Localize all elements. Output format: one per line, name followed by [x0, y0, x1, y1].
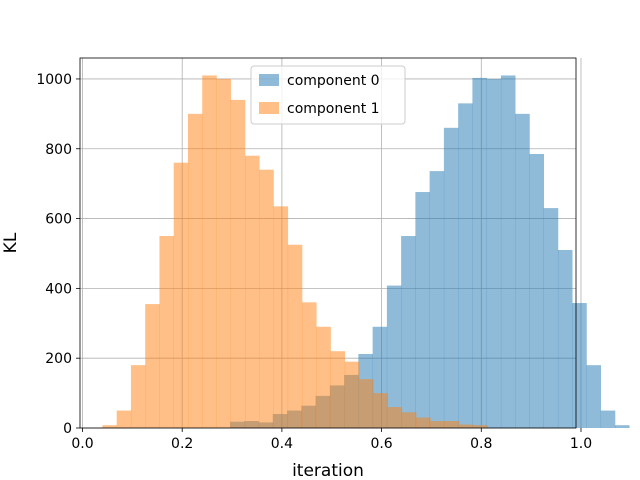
histogram-bar [401, 236, 416, 428]
histogram-bar [458, 424, 474, 428]
legend-label: component 1 [287, 101, 380, 117]
histogram-bar [373, 393, 388, 428]
legend-swatch [259, 74, 279, 86]
histogram-bar [386, 285, 402, 428]
histogram-bar [600, 410, 616, 428]
histogram-bar [302, 302, 317, 428]
histogram-bar [529, 153, 544, 428]
y-tick-label: 800 [45, 142, 72, 158]
histogram-bar [130, 365, 146, 428]
legend-label: component 0 [287, 73, 380, 89]
y-tick-label: 600 [45, 212, 72, 228]
histogram-bar [429, 171, 445, 428]
histogram-bar [473, 425, 488, 428]
histogram-bar [430, 421, 445, 428]
histogram-bar [543, 208, 559, 428]
histogram-bar [557, 249, 573, 428]
histogram-bar [145, 304, 160, 428]
histogram-bar [444, 421, 460, 428]
legend-item-1: component 1 [259, 101, 380, 117]
x-tick-label: 0.0 [71, 436, 93, 452]
x-tick-label: 0.6 [370, 436, 392, 452]
x-tick-label: 0.8 [470, 436, 492, 452]
y-axis-label: KL [1, 232, 21, 253]
histogram-bar [415, 192, 430, 428]
histogram-bar [187, 113, 203, 428]
histogram-bar [472, 77, 487, 428]
x-tick-label: 0.4 [271, 436, 293, 452]
histogram-bar [287, 244, 303, 428]
x-tick-label: 1.0 [570, 436, 592, 452]
histogram-bar [443, 127, 459, 429]
histogram-bar [116, 410, 132, 428]
histogram-bar [344, 361, 360, 428]
histogram-bar [259, 169, 274, 428]
y-tick-label: 200 [45, 351, 72, 367]
y-tick-label: 1000 [36, 72, 72, 88]
legend: component 0 component 1 [250, 65, 406, 125]
histogram-bars [102, 75, 630, 429]
histogram-bar [486, 78, 502, 429]
histogram-bar [330, 351, 346, 428]
histogram-bar [202, 75, 217, 429]
plot-frame [79, 57, 577, 429]
histogram-bar [458, 103, 473, 429]
histogram-bar [515, 113, 530, 428]
histogram-bar [359, 379, 374, 428]
legend-item-0: component 0 [259, 73, 380, 89]
histogram-bar [102, 425, 117, 428]
histogram-bar [273, 206, 289, 428]
histogram-bar [572, 303, 587, 428]
x-axis-ticks: 0.0 0.2 0.4 0.6 0.8 1.0 [71, 428, 592, 452]
histogram-bar [245, 155, 260, 429]
histogram-bar [614, 425, 630, 428]
histogram-bar [416, 417, 431, 428]
x-axis-label: iteration [292, 461, 364, 480]
histogram-bar [316, 326, 331, 428]
histogram-bar [500, 75, 516, 429]
histogram-bar [159, 236, 175, 428]
histogram-bar [216, 78, 232, 429]
legend-swatch [259, 102, 279, 114]
y-tick-label: 0 [63, 421, 72, 437]
legend-box [250, 65, 406, 125]
histogram-bar [230, 99, 246, 429]
histogram-bar [586, 365, 602, 428]
histogram-bar [387, 407, 403, 428]
x-tick-label: 0.2 [171, 436, 193, 452]
series-bars-1 [102, 75, 488, 429]
y-axis-ticks: 0 200 400 600 800 1000 [36, 72, 80, 437]
histogram-bar [173, 162, 189, 428]
histogram-bar [401, 412, 417, 428]
y-tick-label: 400 [45, 281, 72, 297]
